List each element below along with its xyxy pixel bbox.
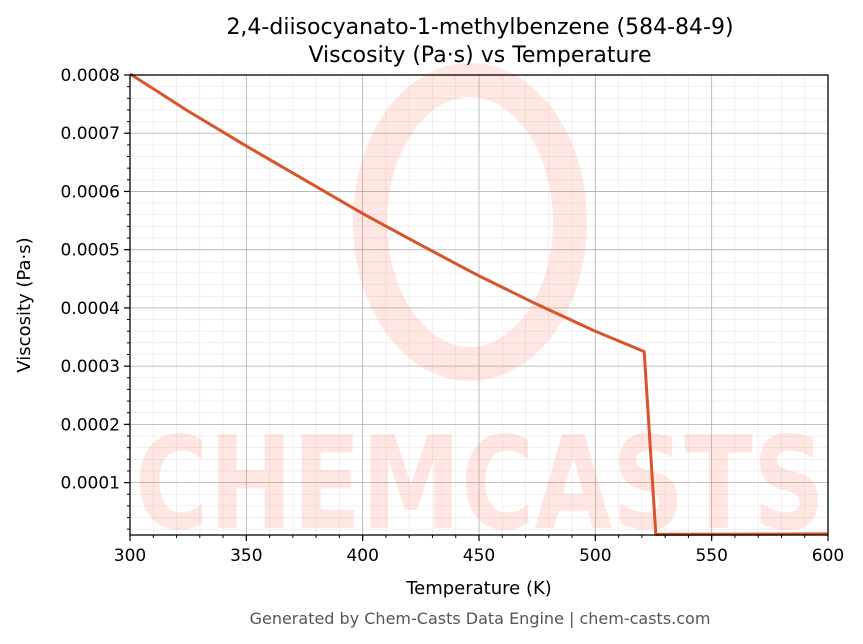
x-tick-label: 450 (463, 546, 495, 566)
ticks: 300 350 400 450 500 550 600 0.0001 0.0002 0.0003 0… (61, 66, 845, 566)
footer-credit: Generated by Chem-Casts Data Engine | ch… (250, 609, 711, 628)
y-axis-label: Viscosity (Pa·s) (14, 237, 35, 372)
series-layer (129, 72, 829, 536)
y-tick-label: 0.0002 (61, 415, 120, 435)
x-tick-label: 350 (230, 546, 262, 566)
x-tick-label: 400 (346, 546, 378, 566)
series-line (129, 72, 829, 536)
x-tick-label: 550 (695, 546, 727, 566)
watermark-text: CHEMCASTS (135, 410, 825, 559)
chart-title: 2,4-diisocyanato-1-methylbenzene (584-84… (226, 15, 733, 40)
x-tick-label: 600 (812, 546, 844, 566)
y-tick-label: 0.0008 (61, 66, 120, 86)
y-tick-label: 0.0004 (61, 299, 120, 319)
y-tick-label: 0.0006 (61, 182, 120, 202)
x-tick-label: 300 (114, 546, 146, 566)
y-tick-label: 0.0001 (61, 474, 120, 494)
y-tick-label: 0.0003 (61, 357, 120, 377)
y-tick-label: 0.0007 (61, 124, 120, 144)
x-axis-label: Temperature (K) (405, 578, 552, 599)
watermark-logo (353, 63, 587, 381)
y-tick-label: 0.0005 (61, 241, 120, 261)
x-tick-label: 500 (579, 546, 611, 566)
chart-subtitle: Viscosity (Pa·s) vs Temperature (308, 43, 651, 68)
